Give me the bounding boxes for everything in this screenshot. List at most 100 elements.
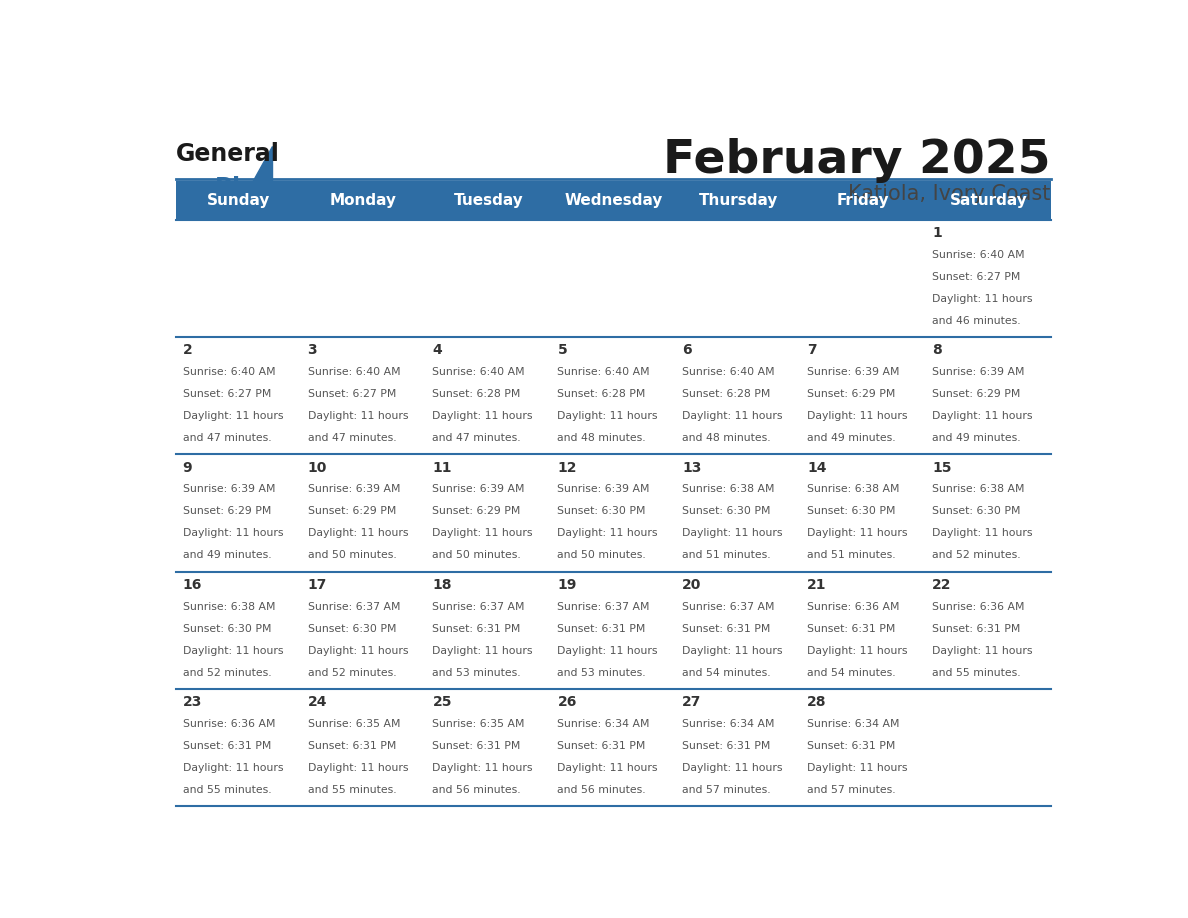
Text: 24: 24 [308, 696, 327, 710]
Text: 26: 26 [557, 696, 577, 710]
Text: Tuesday: Tuesday [454, 193, 524, 207]
Text: and 46 minutes.: and 46 minutes. [933, 316, 1020, 326]
Text: and 53 minutes.: and 53 minutes. [557, 667, 646, 677]
Text: 7: 7 [808, 343, 817, 357]
FancyBboxPatch shape [176, 337, 1051, 454]
Text: Daylight: 11 hours: Daylight: 11 hours [933, 645, 1032, 655]
Text: Sunrise: 6:39 AM: Sunrise: 6:39 AM [557, 484, 650, 494]
Text: Daylight: 11 hours: Daylight: 11 hours [933, 529, 1032, 538]
Text: Sunrise: 6:39 AM: Sunrise: 6:39 AM [432, 484, 525, 494]
FancyBboxPatch shape [176, 454, 1051, 572]
Text: Daylight: 11 hours: Daylight: 11 hours [557, 529, 658, 538]
FancyBboxPatch shape [176, 219, 1051, 337]
Text: Sunset: 6:30 PM: Sunset: 6:30 PM [557, 507, 646, 516]
FancyBboxPatch shape [176, 572, 1051, 689]
Text: and 56 minutes.: and 56 minutes. [432, 785, 522, 795]
Text: Sunrise: 6:39 AM: Sunrise: 6:39 AM [183, 484, 276, 494]
Text: Daylight: 11 hours: Daylight: 11 hours [432, 411, 533, 421]
Text: Daylight: 11 hours: Daylight: 11 hours [432, 645, 533, 655]
Text: Sunrise: 6:34 AM: Sunrise: 6:34 AM [557, 719, 650, 729]
Text: Daylight: 11 hours: Daylight: 11 hours [808, 411, 908, 421]
Text: Sunrise: 6:40 AM: Sunrise: 6:40 AM [557, 367, 650, 377]
Polygon shape [252, 145, 272, 183]
Text: Daylight: 11 hours: Daylight: 11 hours [432, 763, 533, 773]
Text: 11: 11 [432, 461, 451, 475]
Text: 2: 2 [183, 343, 192, 357]
Text: and 52 minutes.: and 52 minutes. [183, 667, 271, 677]
Text: Sunset: 6:31 PM: Sunset: 6:31 PM [557, 741, 646, 751]
Text: Sunrise: 6:37 AM: Sunrise: 6:37 AM [432, 601, 525, 611]
Text: 4: 4 [432, 343, 442, 357]
Text: and 56 minutes.: and 56 minutes. [557, 785, 646, 795]
Text: Sunrise: 6:40 AM: Sunrise: 6:40 AM [432, 367, 525, 377]
Text: 21: 21 [808, 578, 827, 592]
Text: Sunset: 6:30 PM: Sunset: 6:30 PM [682, 507, 771, 516]
Text: Sunrise: 6:38 AM: Sunrise: 6:38 AM [933, 484, 1025, 494]
Text: and 48 minutes.: and 48 minutes. [557, 433, 646, 443]
Text: and 51 minutes.: and 51 minutes. [808, 551, 896, 560]
Text: Sunrise: 6:39 AM: Sunrise: 6:39 AM [933, 367, 1025, 377]
Text: Sunset: 6:30 PM: Sunset: 6:30 PM [308, 623, 396, 633]
Text: Sunset: 6:29 PM: Sunset: 6:29 PM [432, 507, 520, 516]
Text: Sunset: 6:29 PM: Sunset: 6:29 PM [183, 507, 271, 516]
Text: 1: 1 [933, 226, 942, 241]
Text: General: General [176, 142, 280, 166]
Text: Sunrise: 6:38 AM: Sunrise: 6:38 AM [682, 484, 775, 494]
Text: 22: 22 [933, 578, 952, 592]
Text: Daylight: 11 hours: Daylight: 11 hours [682, 411, 783, 421]
Text: Daylight: 11 hours: Daylight: 11 hours [308, 529, 407, 538]
FancyBboxPatch shape [176, 181, 1051, 219]
Text: Daylight: 11 hours: Daylight: 11 hours [808, 645, 908, 655]
Text: Sunset: 6:30 PM: Sunset: 6:30 PM [933, 507, 1020, 516]
Text: 8: 8 [933, 343, 942, 357]
Text: Sunrise: 6:36 AM: Sunrise: 6:36 AM [183, 719, 276, 729]
Text: Daylight: 11 hours: Daylight: 11 hours [308, 763, 407, 773]
Text: Sunrise: 6:34 AM: Sunrise: 6:34 AM [808, 719, 899, 729]
Text: and 47 minutes.: and 47 minutes. [432, 433, 522, 443]
FancyBboxPatch shape [176, 689, 1051, 806]
Text: 18: 18 [432, 578, 451, 592]
Text: Sunrise: 6:36 AM: Sunrise: 6:36 AM [808, 601, 899, 611]
Text: 12: 12 [557, 461, 577, 475]
Text: Sunset: 6:28 PM: Sunset: 6:28 PM [557, 389, 646, 399]
Text: Sunrise: 6:39 AM: Sunrise: 6:39 AM [308, 484, 400, 494]
Text: and 50 minutes.: and 50 minutes. [557, 551, 646, 560]
Text: Blue: Blue [215, 176, 273, 200]
Text: 13: 13 [682, 461, 702, 475]
Text: Daylight: 11 hours: Daylight: 11 hours [933, 294, 1032, 304]
Text: Sunrise: 6:35 AM: Sunrise: 6:35 AM [432, 719, 525, 729]
Text: 27: 27 [682, 696, 702, 710]
Text: Daylight: 11 hours: Daylight: 11 hours [682, 529, 783, 538]
Text: Monday: Monday [330, 193, 397, 207]
Text: Sunset: 6:29 PM: Sunset: 6:29 PM [808, 389, 896, 399]
Text: and 49 minutes.: and 49 minutes. [933, 433, 1020, 443]
Text: Daylight: 11 hours: Daylight: 11 hours [183, 411, 283, 421]
Text: Sunset: 6:31 PM: Sunset: 6:31 PM [933, 623, 1020, 633]
Text: and 55 minutes.: and 55 minutes. [308, 785, 396, 795]
Text: Sunset: 6:31 PM: Sunset: 6:31 PM [432, 741, 520, 751]
Text: Daylight: 11 hours: Daylight: 11 hours [432, 529, 533, 538]
Text: February 2025: February 2025 [663, 139, 1051, 184]
Text: Sunday: Sunday [207, 193, 271, 207]
Text: Sunset: 6:27 PM: Sunset: 6:27 PM [183, 389, 271, 399]
Text: 19: 19 [557, 578, 577, 592]
Text: Sunset: 6:29 PM: Sunset: 6:29 PM [308, 507, 396, 516]
Text: Daylight: 11 hours: Daylight: 11 hours [308, 411, 407, 421]
Text: and 52 minutes.: and 52 minutes. [933, 551, 1020, 560]
Text: and 55 minutes.: and 55 minutes. [183, 785, 271, 795]
Text: Sunrise: 6:35 AM: Sunrise: 6:35 AM [308, 719, 400, 729]
Text: Sunset: 6:28 PM: Sunset: 6:28 PM [432, 389, 520, 399]
Text: Sunrise: 6:38 AM: Sunrise: 6:38 AM [808, 484, 899, 494]
Text: Sunrise: 6:34 AM: Sunrise: 6:34 AM [682, 719, 775, 729]
Text: Sunset: 6:30 PM: Sunset: 6:30 PM [183, 623, 271, 633]
Text: Daylight: 11 hours: Daylight: 11 hours [557, 763, 658, 773]
Text: Daylight: 11 hours: Daylight: 11 hours [557, 411, 658, 421]
Text: 25: 25 [432, 696, 451, 710]
Text: Daylight: 11 hours: Daylight: 11 hours [682, 763, 783, 773]
Text: Daylight: 11 hours: Daylight: 11 hours [557, 645, 658, 655]
Text: Katiola, Ivory Coast: Katiola, Ivory Coast [848, 185, 1051, 205]
Text: Sunset: 6:31 PM: Sunset: 6:31 PM [808, 623, 896, 633]
Text: 28: 28 [808, 696, 827, 710]
Text: Daylight: 11 hours: Daylight: 11 hours [808, 529, 908, 538]
Text: 17: 17 [308, 578, 327, 592]
